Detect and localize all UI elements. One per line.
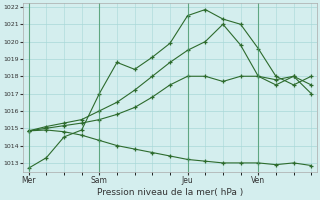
X-axis label: Pression niveau de la mer( hPa ): Pression niveau de la mer( hPa ) [97, 188, 243, 197]
